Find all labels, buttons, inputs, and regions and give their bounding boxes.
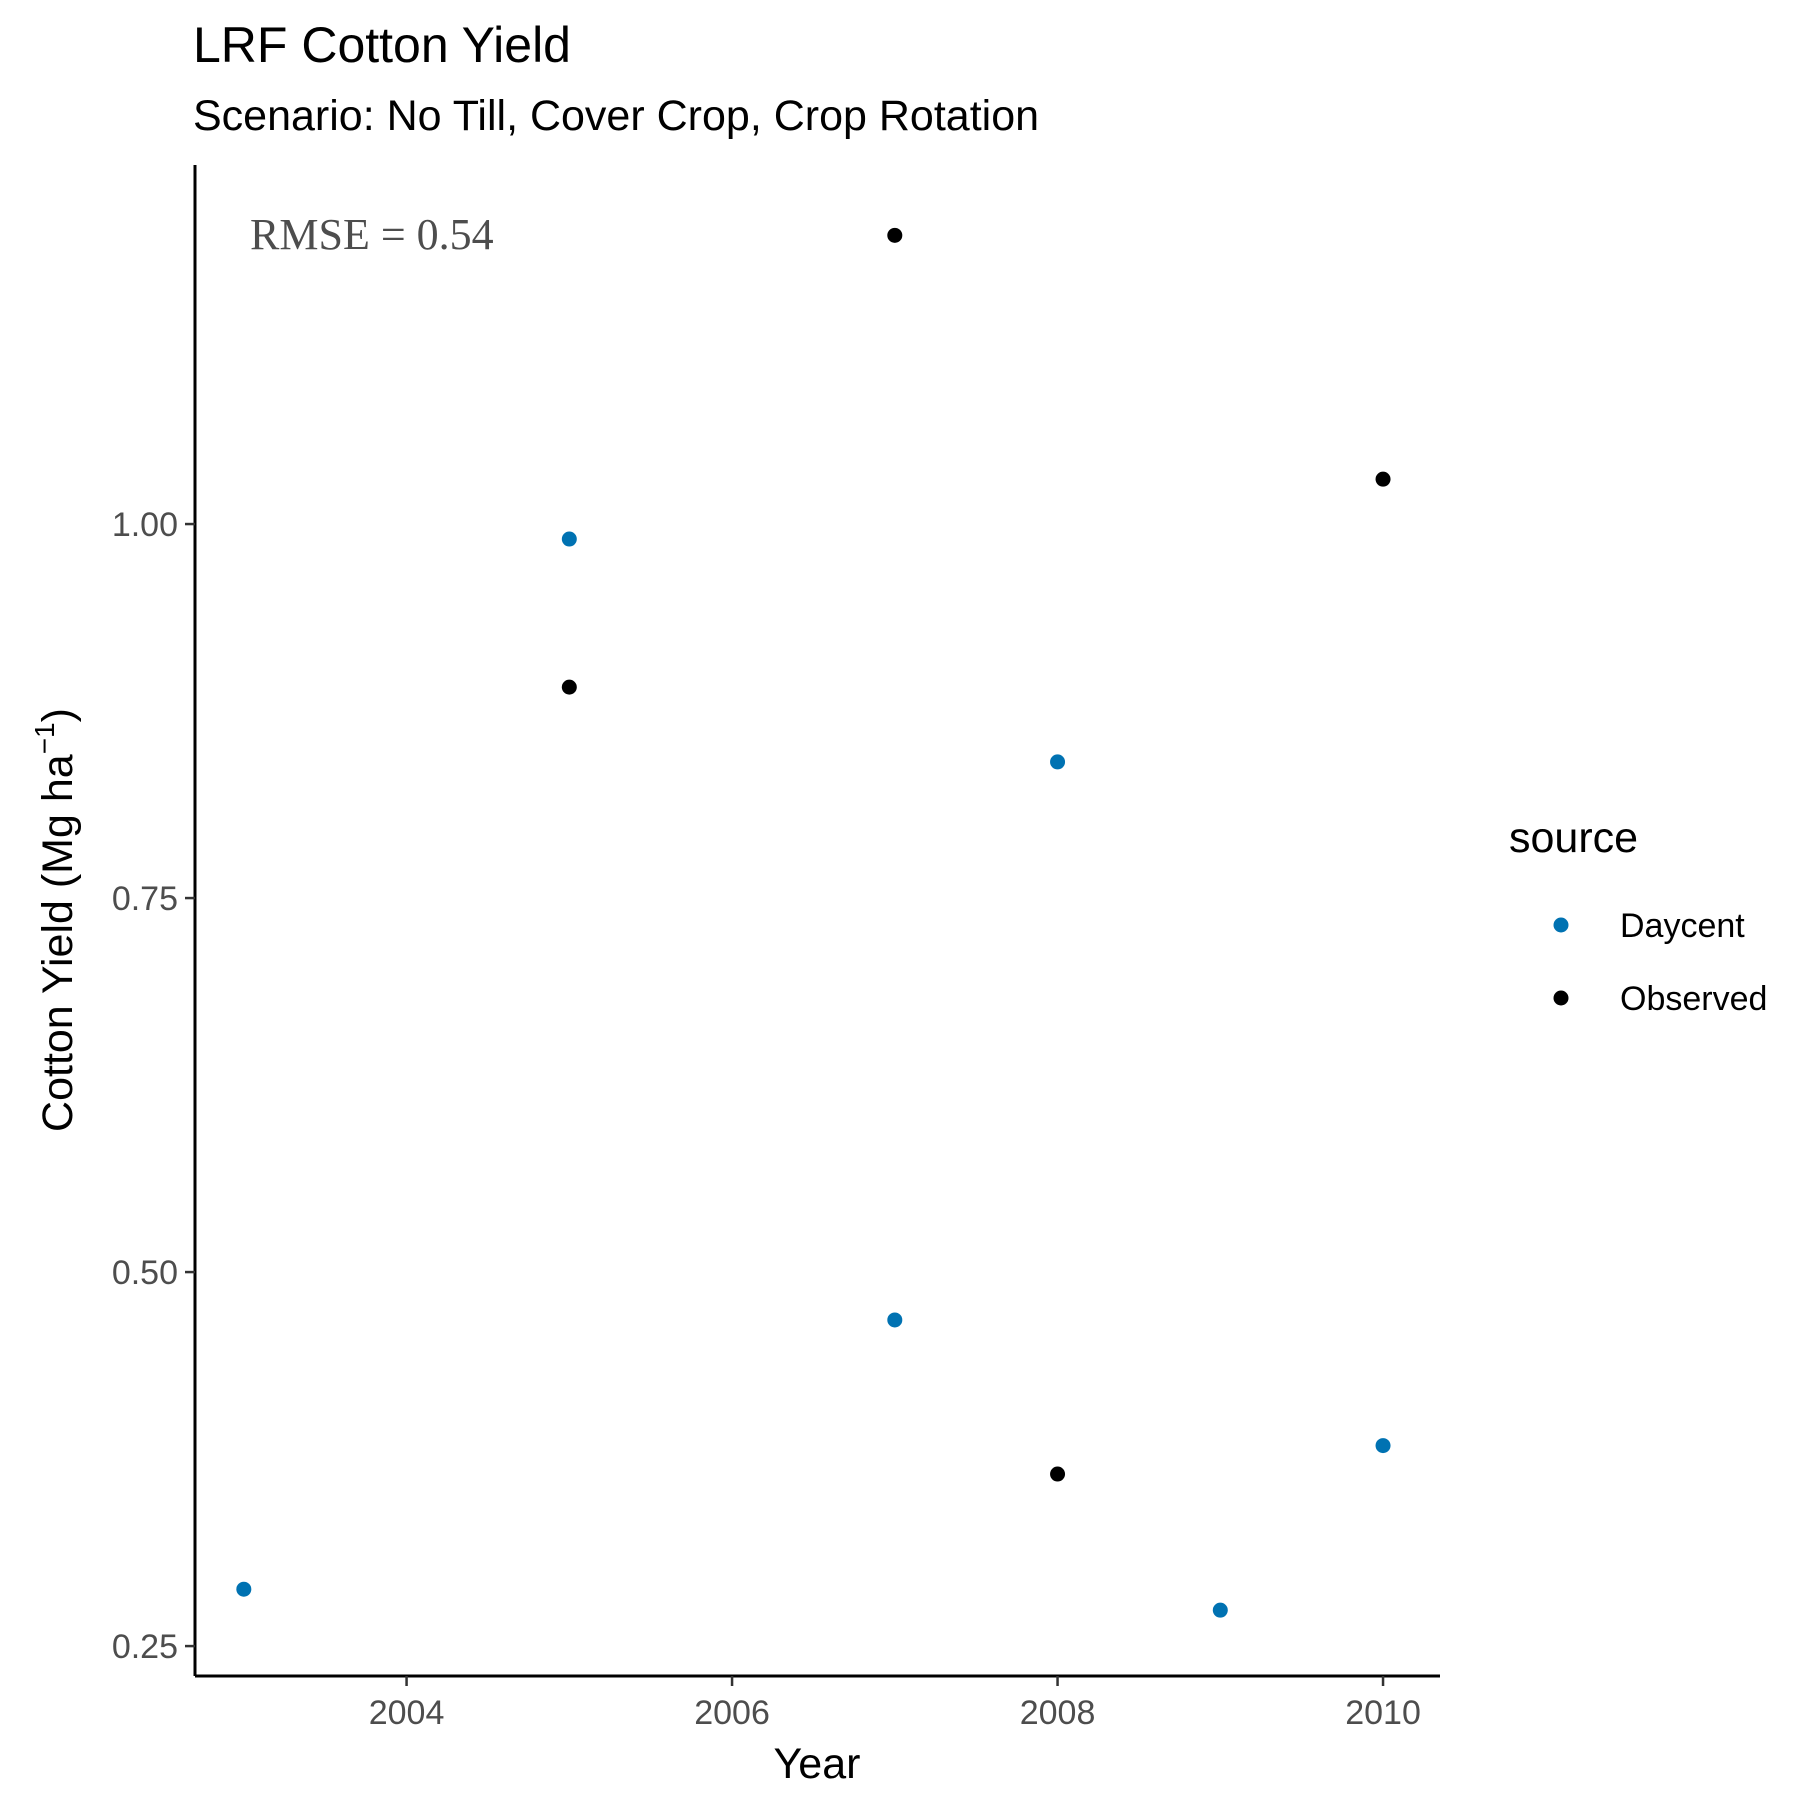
legend-key-daycent <box>1553 917 1569 933</box>
x-tick-label: 2010 <box>1345 1694 1421 1732</box>
y-tick-label: 1.00 <box>112 506 178 544</box>
x-axis-ticks: 2004 2006 2008 2010 <box>369 1676 1421 1732</box>
x-axis-title: Year <box>774 1740 861 1788</box>
x-tick-label: 2008 <box>1020 1694 1096 1732</box>
legend-key-observed <box>1553 990 1569 1006</box>
y-axis-title: Cotton Yield (Mg ha−1) <box>29 708 82 1132</box>
legend-items: Daycent Observed <box>1553 907 1767 1018</box>
point-daycent <box>887 1312 903 1328</box>
chart-subtitle: Scenario: No Till, Cover Crop, Crop Rota… <box>193 92 1039 140</box>
point-observed <box>561 679 577 695</box>
legend-label-daycent: Daycent <box>1620 907 1745 945</box>
point-daycent <box>1212 1602 1228 1618</box>
chart-title: LRF Cotton Yield <box>193 17 571 73</box>
point-observed <box>1375 471 1391 487</box>
point-observed <box>1050 1466 1066 1482</box>
point-observed <box>887 227 903 243</box>
x-tick-label: 2006 <box>694 1694 770 1732</box>
y-axis-title-superscript: −1 <box>29 722 60 754</box>
legend-label-observed: Observed <box>1620 980 1767 1018</box>
y-axis-title-main: Cotton Yield (Mg ha <box>34 754 82 1132</box>
rmse-annotation: RMSE = 0.54 <box>250 210 494 259</box>
y-axis-ticks: 0.25 0.50 0.75 1.00 <box>112 506 195 1666</box>
legend-title: source <box>1509 814 1638 862</box>
point-daycent <box>561 531 577 547</box>
y-tick-label: 0.50 <box>112 1254 178 1292</box>
y-tick-label: 0.75 <box>112 880 178 918</box>
legend: source Daycent Observed <box>1509 814 1767 1018</box>
data-points <box>236 227 1391 1618</box>
y-tick-label: 0.25 <box>112 1628 178 1666</box>
x-tick-label: 2004 <box>369 1694 445 1732</box>
point-daycent <box>236 1581 252 1597</box>
point-daycent <box>1050 754 1066 770</box>
y-axis-title-close: ) <box>34 708 82 722</box>
point-daycent <box>1375 1438 1391 1454</box>
